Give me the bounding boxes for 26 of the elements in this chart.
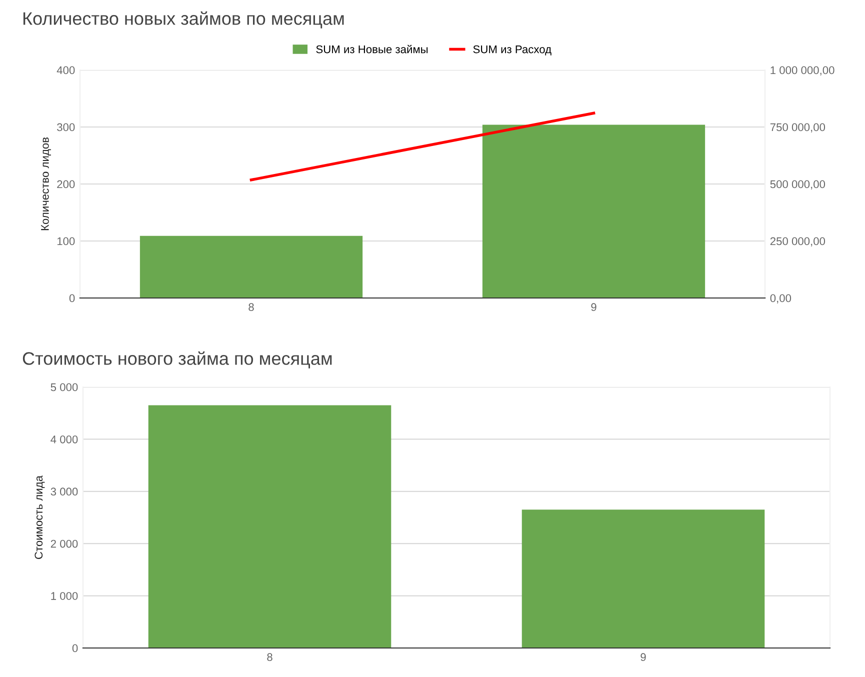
y-tick-label: 4 000 [50,435,78,444]
chart-title: Количество новых займов по месяцам [23,11,344,28]
y-tick-label: 0 [72,644,78,652]
y2-tick-label: 1 000 000,00 [770,66,834,76]
x-tick-label: 9 [640,653,646,662]
y2-tick-label: 500 000,00 [770,180,826,190]
y-tick-label: 400 [56,66,75,74]
y-tick-label: 300 [57,123,75,132]
y-tick-label: 5 000 [50,383,78,392]
y-axis-title: Стоимость лида [34,475,45,559]
y-axis-title: Количество лидов [41,137,51,230]
legend-label: SUM из Новые займы [316,44,428,54]
y-tick-label: 1 000 [51,592,78,600]
x-tick-label: 9 [591,303,596,312]
chart-title: Стоимость нового займа по месяцам [22,351,332,368]
x-tick-label: 8 [248,303,254,312]
y2-tick-label: 250 000,00 [770,237,826,246]
y2-tick-label: 0,00 [770,294,792,304]
y-tick-label: 100 [57,237,75,246]
y-tick-label: 2 000 [50,540,78,548]
y-tick-label: 200 [57,180,75,188]
y-tick-label: 3 000 [50,488,78,496]
y2-tick-label: 750 000,00 [770,123,826,132]
y-tick-label: 0 [69,294,75,302]
x-tick-label: 8 [267,653,272,662]
legend-label: SUM из Расход [473,45,552,56]
